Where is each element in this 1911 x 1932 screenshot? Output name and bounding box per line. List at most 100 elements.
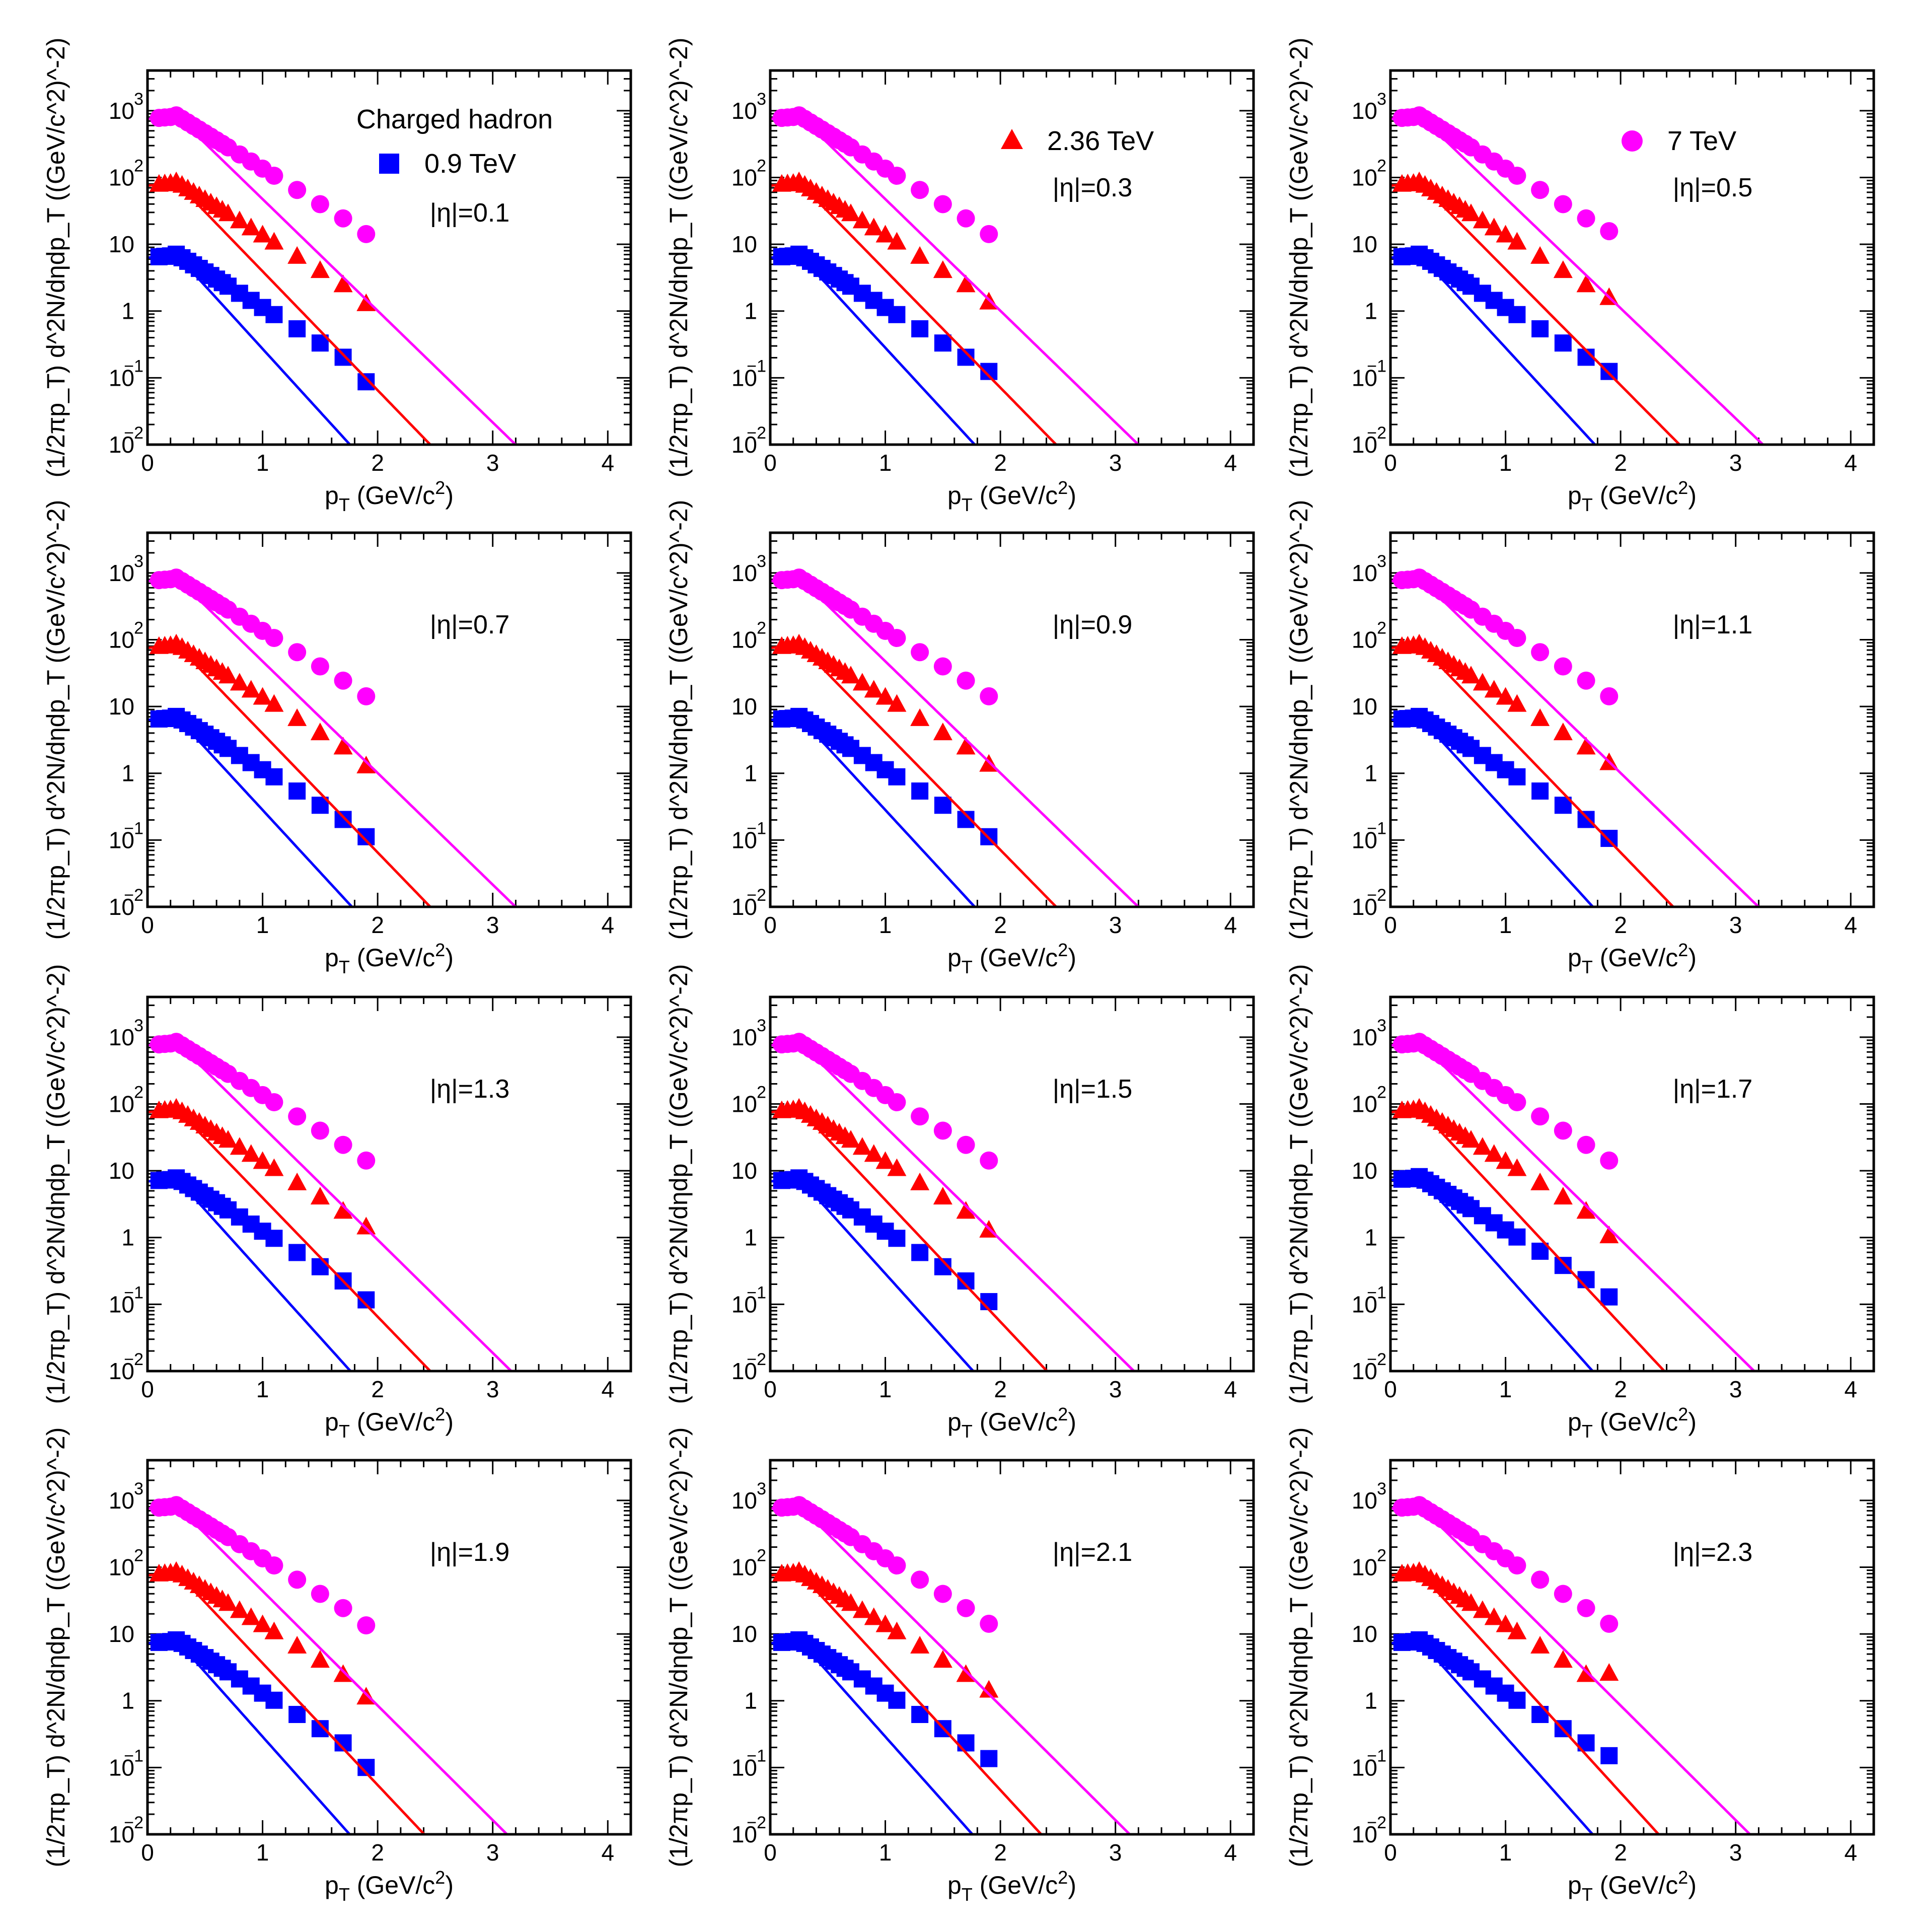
y-tick-label: 10 xyxy=(109,365,134,391)
series-triangle xyxy=(148,1098,432,1371)
x-tick-label: 4 xyxy=(1844,1376,1857,1402)
x-tick-label: 4 xyxy=(601,450,614,476)
y-tick-label: 10 xyxy=(1352,1024,1377,1050)
y-tick-exponent: −1 xyxy=(1367,1283,1386,1302)
data-point-circle xyxy=(980,687,998,705)
data-point-circle xyxy=(911,1107,929,1126)
x-tick-label: 3 xyxy=(486,1839,499,1866)
data-point-square xyxy=(265,1691,283,1709)
y-tick-label: 10 xyxy=(1352,365,1377,391)
y-tick-exponent: −2 xyxy=(124,886,143,905)
y-tick-label: 10 xyxy=(109,98,134,124)
data-point-circle xyxy=(933,1121,952,1140)
x-tick-label: 2 xyxy=(994,1376,1007,1402)
data-point-circle xyxy=(1508,1556,1526,1575)
data-point-square xyxy=(934,797,951,814)
data-point-circle xyxy=(265,167,283,185)
data-point-triangle xyxy=(1599,1226,1619,1244)
y-tick-exponent: 2 xyxy=(757,1546,766,1565)
legend-marker-triangle xyxy=(1001,129,1023,149)
data-point-circle xyxy=(311,1585,329,1603)
x-axis-title: pT (GeV/c2) xyxy=(947,1404,1076,1442)
data-point-circle xyxy=(911,643,929,662)
fit-curve xyxy=(148,1571,426,1834)
x-axis-title: pT (GeV/c2) xyxy=(1568,477,1697,515)
data-point-triangle xyxy=(333,737,353,755)
y-tick-exponent: 2 xyxy=(134,156,143,175)
y-tick-label: 10 xyxy=(109,1554,134,1580)
data-point-triangle xyxy=(230,1600,249,1618)
x-tick-label: 4 xyxy=(1224,450,1237,476)
data-point-triangle xyxy=(887,1158,907,1176)
plot-frame xyxy=(1389,1459,1875,1836)
x-tick-label: 0 xyxy=(764,1839,777,1866)
series-square xyxy=(770,245,998,445)
y-tick-label: 10 xyxy=(731,1754,757,1780)
legend-label: 2.36 TeV xyxy=(1047,126,1154,156)
series-triangle xyxy=(1390,633,1675,907)
plot-frame xyxy=(1389,531,1875,908)
x-tick-label: 1 xyxy=(1499,1839,1512,1866)
x-tick-label: 3 xyxy=(1729,450,1742,476)
series-circle xyxy=(1390,1033,1756,1371)
data-point-triangle xyxy=(1530,246,1550,264)
fit-curve xyxy=(1390,182,1681,445)
x-axis-title: pT (GeV/c2) xyxy=(1568,1404,1697,1442)
data-point-square xyxy=(1600,1288,1618,1306)
data-point-square xyxy=(1531,1705,1549,1723)
series-triangle xyxy=(770,1561,1043,1834)
y-axis-title: (1/2πp_T) d^2N/dηdp_T ((GeV/c^2)^-2) xyxy=(1285,1427,1313,1868)
series-triangle xyxy=(770,1098,1049,1371)
data-point-triangle xyxy=(287,246,307,264)
series-square xyxy=(1390,707,1618,907)
data-point-triangle xyxy=(910,708,930,726)
data-point-circle xyxy=(334,1135,352,1154)
data-point-triangle xyxy=(356,1217,376,1235)
plot-frame xyxy=(1389,995,1875,1373)
y-tick-label: 10 xyxy=(731,98,757,124)
y-tick-label: 10 xyxy=(731,894,757,920)
fit-curve xyxy=(770,1041,1136,1371)
y-tick-label: 10 xyxy=(1352,827,1377,853)
data-point-triangle xyxy=(218,666,238,684)
data-point-triangle xyxy=(887,694,907,712)
data-point-triangle xyxy=(910,1172,930,1190)
data-point-triangle xyxy=(1599,1663,1619,1681)
y-tick-exponent: 3 xyxy=(1377,1479,1386,1498)
y-tick-exponent: −1 xyxy=(124,819,143,838)
y-axis-title: (1/2πp_T) d^2N/dηdp_T ((GeV/c^2)^-2) xyxy=(42,964,70,1404)
y-tick-exponent: 2 xyxy=(757,1083,766,1102)
x-tick-label: 4 xyxy=(1224,1839,1237,1866)
y-tick-label: 10 xyxy=(109,827,134,853)
series-triangle xyxy=(148,633,432,907)
data-point-square xyxy=(1508,306,1526,323)
x-tick-label: 3 xyxy=(1729,1839,1742,1866)
series-triangle xyxy=(148,1561,426,1834)
x-tick-label: 4 xyxy=(1844,1839,1857,1866)
x-tick-label: 3 xyxy=(1109,912,1122,938)
data-point-triangle xyxy=(1507,1158,1527,1176)
x-axis-title: pT (GeV/c2) xyxy=(325,1404,454,1442)
data-point-circle xyxy=(1531,1107,1550,1126)
data-point-triangle xyxy=(910,1635,930,1654)
data-point-circle xyxy=(1600,687,1619,705)
y-tick-exponent: 3 xyxy=(1377,1016,1386,1035)
data-point-triangle xyxy=(253,687,272,705)
x-axis-title: pT (GeV/c2) xyxy=(325,940,454,977)
data-point-triangle xyxy=(1473,1600,1492,1618)
y-axis-title: (1/2πp_T) d^2N/dηdp_T ((GeV/c^2)^-2) xyxy=(665,38,693,478)
y-tick-label: 10 xyxy=(109,1487,134,1514)
data-point-triangle xyxy=(1576,1201,1596,1219)
y-tick-label: 10 xyxy=(1352,1754,1377,1780)
series-square xyxy=(1390,1168,1618,1371)
y-tick-exponent: 2 xyxy=(757,618,766,637)
data-point-circle xyxy=(1577,1599,1595,1617)
x-axis-title: pT (GeV/c2) xyxy=(1568,940,1697,977)
fit-curve xyxy=(770,1505,1132,1834)
fit-curve xyxy=(148,577,518,907)
data-point-triangle xyxy=(933,1187,952,1205)
